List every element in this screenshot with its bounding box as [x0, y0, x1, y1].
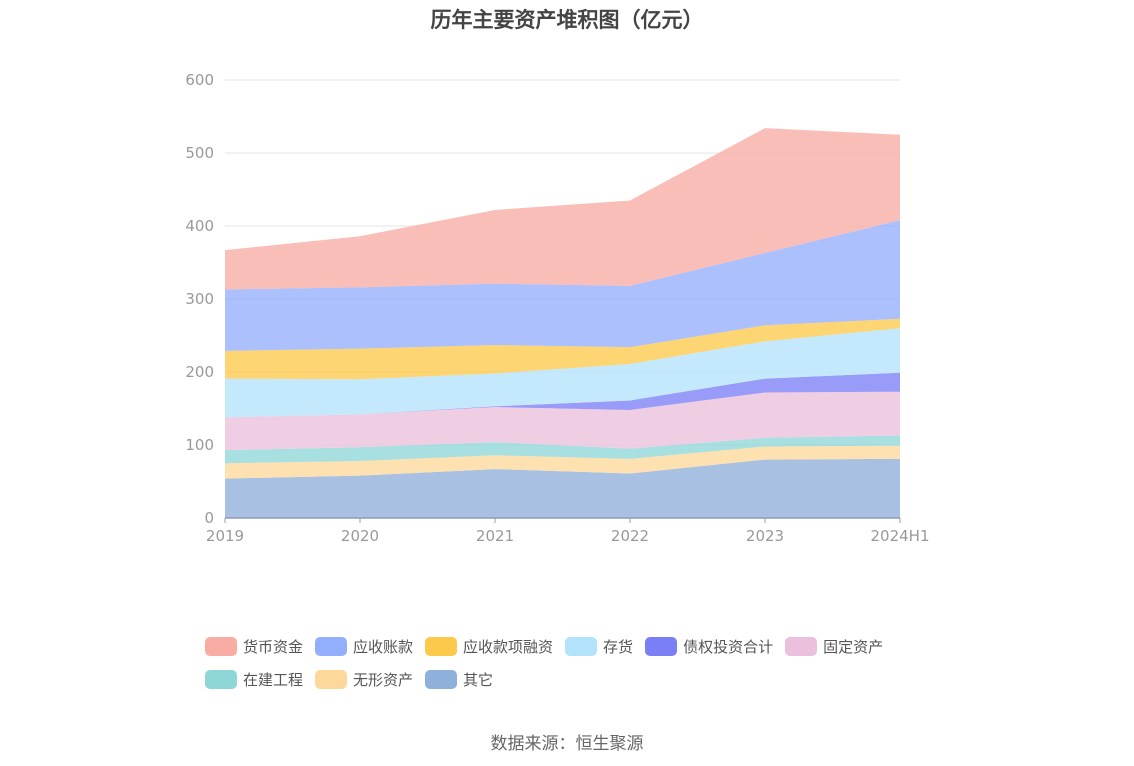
area-series-应收款项融资	[225, 318, 900, 380]
chart-legend: 货币资金 应收账款 应收款项融资 存货 债权投资合计 固定资产 在建工程	[205, 630, 965, 696]
legend-label: 货币资金	[243, 638, 304, 656]
legend-label: 存货	[603, 638, 634, 656]
legend-swatch	[315, 670, 348, 689]
y-tick-label: 100	[185, 436, 214, 454]
legend-item-应收账款[interactable]: 应收账款	[315, 636, 413, 657]
legend-label: 固定资产	[823, 638, 884, 656]
area-series-在建工程	[225, 435, 900, 464]
legend-item-货币资金[interactable]: 货币资金	[205, 636, 303, 657]
data-source-note: 数据来源：恒生聚源	[490, 734, 644, 754]
legend-swatch	[425, 637, 458, 656]
legend-item-无形资产[interactable]: 无形资产	[315, 669, 413, 690]
stacked-area-chart: 0 100 200 300 400 500 600 2019 2020 2021 2022 2023 2…	[185, 71, 930, 545]
legend-label: 应收款项融资	[463, 638, 554, 656]
legend-item-债权投资合计[interactable]: 债权投资合计	[645, 636, 773, 657]
legend-row: 在建工程 无形资产 其它	[205, 663, 965, 696]
legend-label: 其它	[463, 671, 494, 689]
legend-swatch	[205, 670, 237, 689]
legend-label: 无形资产	[353, 671, 414, 689]
legend-swatch	[565, 637, 598, 656]
legend-item-在建工程[interactable]: 在建工程	[205, 669, 303, 690]
legend-swatch	[785, 637, 818, 656]
y-tick-label: 400	[185, 217, 214, 235]
y-tick-label: 300	[185, 290, 214, 308]
legend-item-应收款项融资[interactable]: 应收款项融资	[425, 636, 553, 657]
area-series-固定资产	[225, 391, 900, 451]
y-tick-label: 500	[185, 144, 214, 162]
legend-item-其它[interactable]: 其它	[425, 669, 493, 690]
x-tick-label: 2024H1	[871, 527, 930, 545]
legend-label: 在建工程	[243, 671, 304, 689]
legend-swatch	[645, 637, 678, 656]
x-tick-label: 2020	[341, 527, 379, 545]
area-series-货币资金	[225, 128, 900, 290]
legend-item-固定资产[interactable]: 固定资产	[785, 636, 883, 657]
x-tick-label: 2021	[476, 527, 514, 545]
legend-label: 债权投资合计	[683, 638, 774, 656]
y-tick-label: 200	[185, 363, 214, 381]
x-tick-label: 2023	[746, 527, 784, 545]
area-series-存货	[225, 328, 900, 418]
area-series-债权投资合计	[225, 372, 900, 418]
x-tick-label: 2022	[611, 527, 649, 545]
y-tick-label: 0	[204, 509, 214, 527]
legend-label: 应收账款	[353, 638, 414, 656]
y-tick-label: 600	[185, 71, 214, 89]
legend-swatch	[425, 670, 458, 689]
legend-item-存货[interactable]: 存货	[565, 636, 633, 657]
x-tick-label: 2019	[206, 527, 244, 545]
chart-title: 历年主要资产堆积图（亿元）	[430, 8, 704, 32]
legend-swatch	[205, 637, 237, 656]
area-series-无形资产	[225, 445, 900, 479]
legend-row: 货币资金 应收账款 应收款项融资 存货 债权投资合计 固定资产	[205, 630, 965, 663]
legend-swatch	[315, 637, 348, 656]
area-series-应收账款	[225, 220, 900, 351]
area-series-其它	[225, 458, 900, 518]
